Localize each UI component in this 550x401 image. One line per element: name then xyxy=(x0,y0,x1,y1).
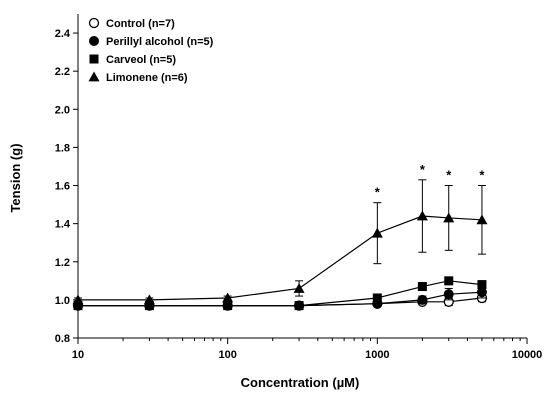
data-point xyxy=(417,294,428,305)
data-point xyxy=(73,301,83,311)
legend-item: Perillyl alcohol (n=5) xyxy=(89,36,214,48)
legend-marker xyxy=(89,54,99,64)
y-tick-label: 1.6 xyxy=(55,181,70,193)
data-point xyxy=(143,294,155,305)
legend-item: Control (n=7) xyxy=(88,17,175,30)
legend-marker xyxy=(89,36,99,46)
x-tick-label: 1000 xyxy=(365,349,389,361)
significance-star: * xyxy=(446,168,452,183)
legend-item: Limonene (n=6) xyxy=(88,71,188,84)
data-point xyxy=(477,280,487,290)
legend-label: Perillyl alcohol (n=5) xyxy=(106,36,214,48)
y-tick-label: 0.8 xyxy=(55,333,70,345)
significance-star: * xyxy=(375,185,381,200)
legend-label: Control (n=7) xyxy=(106,18,175,30)
data-point xyxy=(416,210,428,221)
x-tick-label: 100 xyxy=(218,349,236,361)
data-point xyxy=(72,294,84,305)
data-point xyxy=(476,214,488,225)
x-tick-label: 10 xyxy=(72,349,84,361)
legend-marker xyxy=(88,17,100,29)
significance-star: * xyxy=(420,162,426,177)
y-tick-label: 2.4 xyxy=(55,28,71,40)
data-point xyxy=(417,282,427,292)
data-point xyxy=(372,293,382,303)
y-tick-label: 1.8 xyxy=(55,142,70,154)
y-tick-label: 1.2 xyxy=(55,257,70,269)
series-line xyxy=(78,215,482,301)
legend: Control (n=7) Perillyl alcohol (n=5) Carve… xyxy=(88,17,214,84)
y-axis-title: Tension (g) xyxy=(8,143,23,212)
data-point xyxy=(223,301,233,311)
legend-label: Limonene (n=6) xyxy=(106,72,188,84)
y-tick-label: 1.4 xyxy=(55,219,71,231)
plot-area: 0.8 1.0 1.2 1.4 1.6 1.8 2.0 2.2 2.4 10 100 1000 1000… xyxy=(55,14,543,361)
y-tick-label: 2.0 xyxy=(55,104,70,116)
data-point xyxy=(293,282,305,293)
legend-label: Carveol (n=5) xyxy=(106,54,176,66)
legend-marker xyxy=(88,71,100,82)
data-point xyxy=(222,292,234,303)
significance-star: * xyxy=(479,168,485,183)
data-point xyxy=(443,289,454,300)
legend-item: Carveol (n=5) xyxy=(89,54,176,66)
series-2 xyxy=(73,276,487,311)
data-point xyxy=(444,276,454,286)
y-tick-label: 2.2 xyxy=(55,66,70,78)
data-point xyxy=(294,301,304,311)
series-3 xyxy=(72,179,488,305)
x-tick-label: 10000 xyxy=(512,349,543,361)
data-point xyxy=(443,212,455,223)
data-point xyxy=(371,227,383,238)
data-point xyxy=(144,301,154,311)
x-axis-title: Concentration (µM) xyxy=(241,375,360,390)
y-tick-label: 1.0 xyxy=(55,295,70,307)
